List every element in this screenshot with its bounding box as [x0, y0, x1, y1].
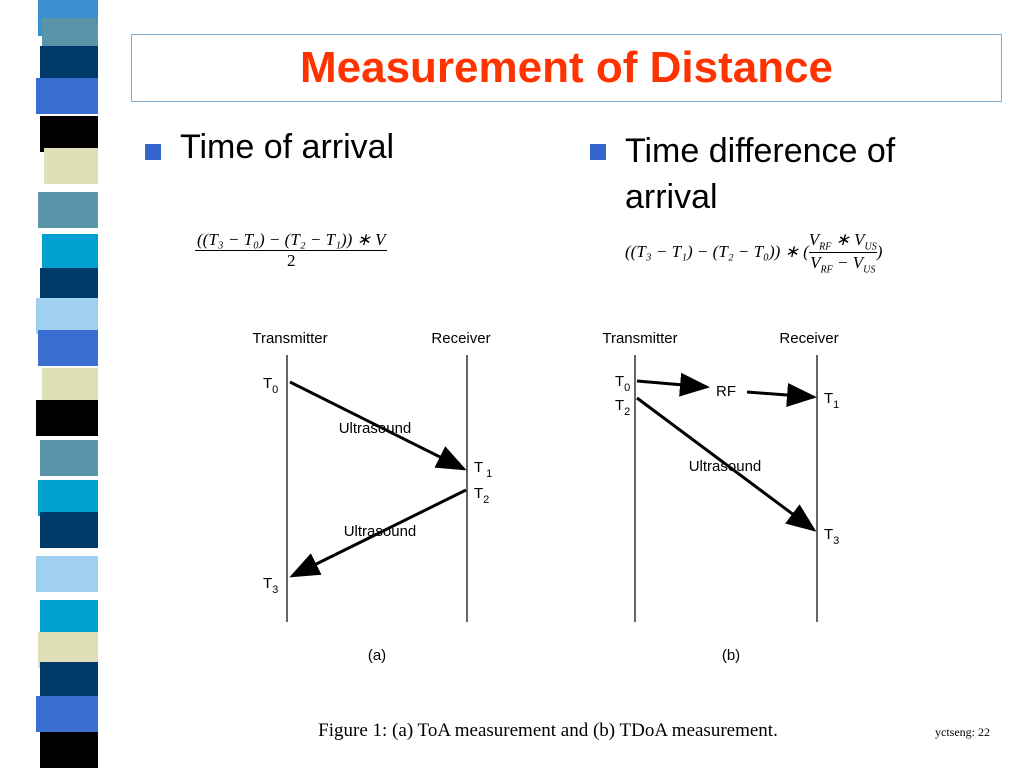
- formula-suffix: ): [876, 241, 883, 261]
- arrow-label: Ultrasound: [344, 523, 417, 540]
- denominator: 2: [195, 250, 388, 271]
- text: T: [615, 397, 624, 414]
- term: V: [810, 253, 821, 273]
- event-label: T3: [824, 526, 839, 547]
- formula: ((T₃ − T₁) − (T₂ − T₀)) ∗ (VRF ∗ VUS VRF …: [625, 230, 882, 276]
- text: T: [615, 373, 624, 390]
- figure-caption: Figure 1: (a) ToA measurement and (b) TD…: [318, 720, 778, 741]
- title: Measurement of Distance: [131, 34, 1002, 102]
- event-label: T0: [615, 373, 630, 394]
- term: V: [808, 230, 820, 249]
- arrow-label: Ultrasound: [339, 420, 412, 437]
- column-label: Receiver: [431, 330, 490, 347]
- text: 0: [272, 384, 278, 396]
- column-label: Transmitter: [252, 330, 327, 347]
- bullet-text: Time difference of arrival: [625, 132, 896, 216]
- text: 2: [483, 494, 489, 506]
- diagram-caption: (a): [368, 647, 386, 664]
- timelines: [286, 355, 818, 622]
- term-sub: RF: [820, 264, 833, 276]
- arrow-label: RF: [716, 383, 736, 400]
- column-label: Transmitter: [602, 330, 677, 347]
- arrows: [289, 372, 817, 578]
- event-label: T3: [263, 575, 278, 596]
- text: T: [474, 485, 483, 502]
- arrow-label: Ultrasound: [689, 458, 762, 475]
- bullet-marker: [145, 144, 161, 160]
- text: T: [824, 526, 833, 543]
- numerator: ((T₃ − T₀) − (T₂ − T₁)) ∗ V: [197, 230, 386, 249]
- text: T: [474, 459, 483, 476]
- event-label: T2: [615, 397, 630, 418]
- text: 3: [272, 584, 278, 596]
- text: 1: [486, 468, 492, 480]
- diagram-caption: (b): [722, 647, 740, 664]
- text: T: [263, 575, 272, 592]
- footer: yctseng: 22: [935, 725, 990, 739]
- term: ∗ V: [831, 230, 865, 249]
- formula-prefix: ((T₃ − T₁) − (T₂ − T₀)) ∗ (: [625, 241, 809, 261]
- term: − V: [832, 253, 864, 273]
- event-label: T0: [263, 375, 278, 396]
- term-sub: US: [863, 264, 876, 276]
- text: T: [263, 375, 272, 392]
- text: 0: [624, 382, 630, 394]
- event-label: T1: [824, 390, 839, 411]
- text: 1: [833, 399, 839, 411]
- text: T: [824, 390, 833, 407]
- event-label: T2: [474, 485, 489, 506]
- term-sub: US: [864, 241, 877, 253]
- bullet-marker: [590, 144, 606, 160]
- bullet-text: Time of arrival: [180, 128, 395, 166]
- text: 2: [624, 406, 630, 418]
- text: 3: [833, 535, 839, 547]
- column-label: Receiver: [779, 330, 838, 347]
- term-sub: RF: [819, 241, 832, 253]
